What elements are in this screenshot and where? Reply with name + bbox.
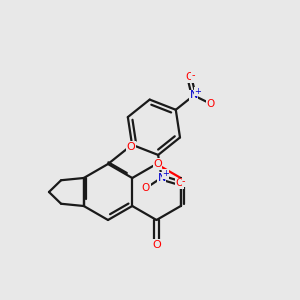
Text: O: O <box>153 159 162 169</box>
Text: -: - <box>192 70 195 80</box>
Text: -: - <box>182 176 185 186</box>
Text: +: + <box>162 169 169 178</box>
Text: O: O <box>207 99 215 109</box>
Text: N: N <box>190 90 198 100</box>
Text: O: O <box>142 183 150 193</box>
Text: O: O <box>127 142 135 152</box>
Text: O: O <box>185 72 194 82</box>
Text: +: + <box>194 87 201 96</box>
Text: N: N <box>158 172 166 183</box>
Text: O: O <box>152 240 161 250</box>
Text: O: O <box>176 178 184 188</box>
